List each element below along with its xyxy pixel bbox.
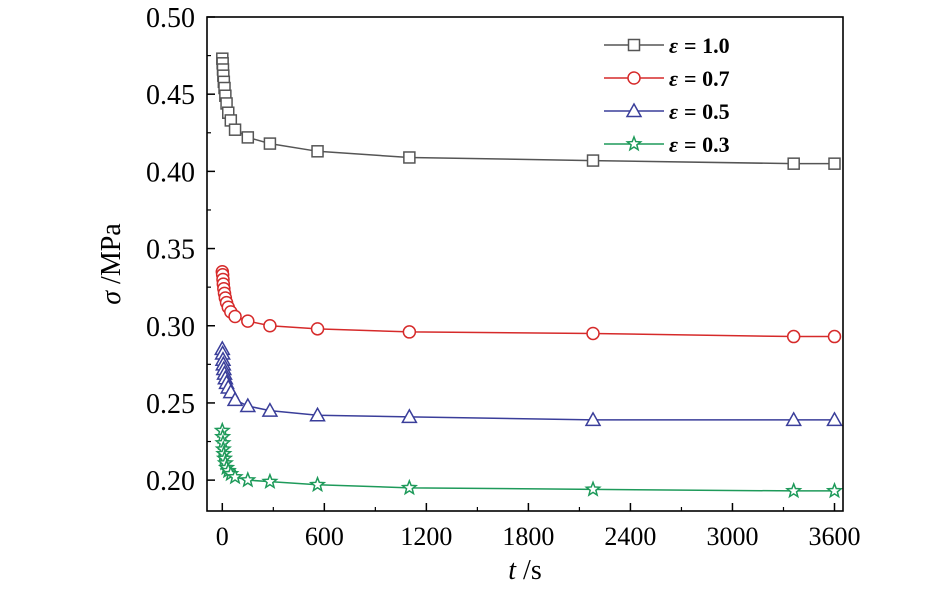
series-1-point-12 <box>263 319 277 333</box>
series-layer <box>213 52 844 499</box>
y-axis-label-unit: /MPa <box>96 223 127 291</box>
x-tick-label-3: 1800 <box>502 522 554 551</box>
x-tick-label-6: 3600 <box>808 522 860 551</box>
series-3-point-13 <box>308 475 327 493</box>
series-0-point-11 <box>241 131 255 144</box>
series-2-point-16 <box>785 411 802 427</box>
series-0-point-13 <box>311 145 324 158</box>
legend-label-value-1: = 0.7 <box>684 66 730 91</box>
x-axis-label-var: t <box>508 555 517 586</box>
legend-entry-0: ε = 1.0 <box>604 33 730 58</box>
series-2-point-15 <box>584 411 602 427</box>
series-0-point-12 <box>263 137 277 150</box>
series-3 <box>213 421 844 499</box>
plot-frame <box>206 16 844 512</box>
series-1-point-11 <box>241 314 255 328</box>
legend-label-0: ε = 1.0 <box>669 33 730 58</box>
series-1-point-14 <box>402 325 417 339</box>
series-2-point-10 <box>226 391 244 407</box>
series-3-point-10 <box>226 467 244 485</box>
series-1-point-15 <box>586 326 600 341</box>
y-tick-label-6: 0.50 <box>146 3 195 34</box>
legend-swatch-marker-1 <box>627 71 641 85</box>
series-2-point-14 <box>401 408 418 424</box>
series-0-point-14 <box>403 151 416 164</box>
y-tick-label-4: 0.40 <box>146 157 195 188</box>
x-tick-label-1: 600 <box>305 522 344 551</box>
series-0-point-17 <box>828 157 841 170</box>
y-tick-label-5: 0.45 <box>146 80 195 111</box>
x-tick-label-2: 1200 <box>400 522 452 551</box>
series-0-point-16 <box>787 157 800 170</box>
series-1-point-13 <box>310 322 325 336</box>
legend-entry-2: ε = 0.5 <box>604 99 730 124</box>
legend-label-3: ε = 0.3 <box>669 132 730 157</box>
y-tick-label-2: 0.30 <box>146 312 195 343</box>
legend-label-var-3: ε <box>669 132 678 157</box>
x-axis-label-unit: /s <box>516 555 542 586</box>
legend: ε = 1.0ε = 0.7ε = 0.5ε = 0.3 <box>604 33 730 157</box>
ticks-layer: 0 600 1200 1800 2400 3000 3600 0.20 0.25 0.30 0.35… <box>146 3 860 551</box>
series-1 <box>215 264 842 344</box>
x-tick-label-4: 2400 <box>604 522 656 551</box>
legend-entry-1: ε = 0.7 <box>604 66 730 91</box>
legend-swatch-marker-2 <box>625 102 643 118</box>
series-2-point-11 <box>239 397 257 413</box>
series-2 <box>214 340 843 427</box>
y-tick-label-1: 0.25 <box>146 389 195 420</box>
series-0 <box>216 52 841 170</box>
legend-label-value-3: = 0.3 <box>684 132 730 157</box>
legend-label-var-2: ε <box>669 99 678 124</box>
series-line-2 <box>221 348 835 421</box>
legend-label-value-0: = 1.0 <box>684 33 730 58</box>
legend-entry-3: ε = 0.3 <box>604 132 730 157</box>
series-1-point-16 <box>786 329 801 344</box>
y-axis-label: σ /MPa <box>96 223 127 305</box>
series-2-point-12 <box>261 402 279 417</box>
series-3-point-12 <box>261 472 279 490</box>
series-3-point-14 <box>400 478 419 496</box>
legend-swatch-marker-3 <box>625 134 643 152</box>
y-axis-label-var: σ <box>96 290 127 305</box>
series-3-point-16 <box>785 481 803 499</box>
series-2-point-17 <box>826 411 843 427</box>
legend-label-1: ε = 0.7 <box>669 66 730 91</box>
legend-label-value-2: = 0.5 <box>684 99 730 124</box>
series-0-point-15 <box>586 154 600 167</box>
series-2-point-13 <box>309 406 326 422</box>
x-tick-label-0: 0 <box>216 522 229 551</box>
x-axis-label: t /s <box>508 555 541 586</box>
x-tick-label-5: 3000 <box>706 522 758 551</box>
y-tick-label-0: 0.20 <box>146 466 195 497</box>
legend-label-var-1: ε <box>669 66 678 91</box>
legend-label-var-0: ε <box>669 33 678 58</box>
series-1-point-17 <box>827 329 842 344</box>
series-3-point-15 <box>584 480 602 497</box>
series-3-point-17 <box>825 481 844 499</box>
series-0-point-10 <box>228 123 242 136</box>
legend-label-2: ε = 0.5 <box>669 99 730 124</box>
y-tick-label-3: 0.35 <box>146 235 195 266</box>
series-1-point-10 <box>228 309 242 324</box>
series-3-point-11 <box>239 471 257 488</box>
legend-swatch-marker-0 <box>627 38 641 52</box>
